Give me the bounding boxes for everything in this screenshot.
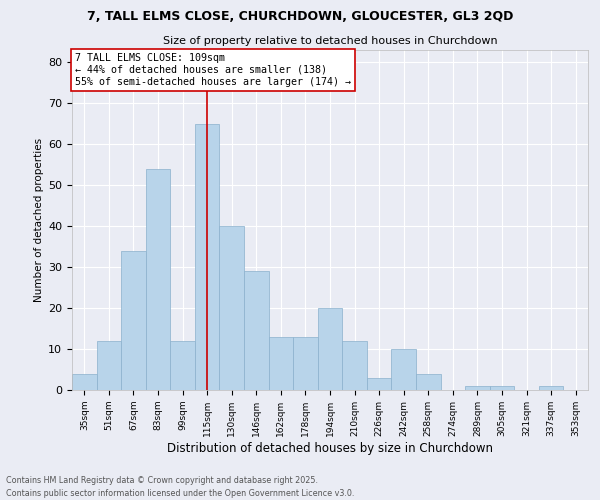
Bar xyxy=(416,374,440,390)
Text: 7, TALL ELMS CLOSE, CHURCHDOWN, GLOUCESTER, GL3 2QD: 7, TALL ELMS CLOSE, CHURCHDOWN, GLOUCEST… xyxy=(87,10,513,23)
Text: Contains HM Land Registry data © Crown copyright and database right 2025.
Contai: Contains HM Land Registry data © Crown c… xyxy=(6,476,355,498)
Bar xyxy=(220,226,244,390)
Bar xyxy=(170,341,195,390)
Bar xyxy=(244,271,269,390)
Bar xyxy=(146,169,170,390)
Bar xyxy=(465,386,490,390)
Bar xyxy=(121,250,146,390)
Bar xyxy=(269,336,293,390)
Bar xyxy=(195,124,220,390)
Bar xyxy=(490,386,514,390)
Y-axis label: Number of detached properties: Number of detached properties xyxy=(34,138,44,302)
Text: 7 TALL ELMS CLOSE: 109sqm
← 44% of detached houses are smaller (138)
55% of semi: 7 TALL ELMS CLOSE: 109sqm ← 44% of detac… xyxy=(74,54,350,86)
Title: Size of property relative to detached houses in Churchdown: Size of property relative to detached ho… xyxy=(163,36,497,46)
Bar xyxy=(72,374,97,390)
Bar xyxy=(539,386,563,390)
Bar xyxy=(318,308,342,390)
Bar xyxy=(342,341,367,390)
Bar xyxy=(367,378,391,390)
Bar xyxy=(391,349,416,390)
X-axis label: Distribution of detached houses by size in Churchdown: Distribution of detached houses by size … xyxy=(167,442,493,454)
Bar xyxy=(97,341,121,390)
Bar xyxy=(293,336,318,390)
